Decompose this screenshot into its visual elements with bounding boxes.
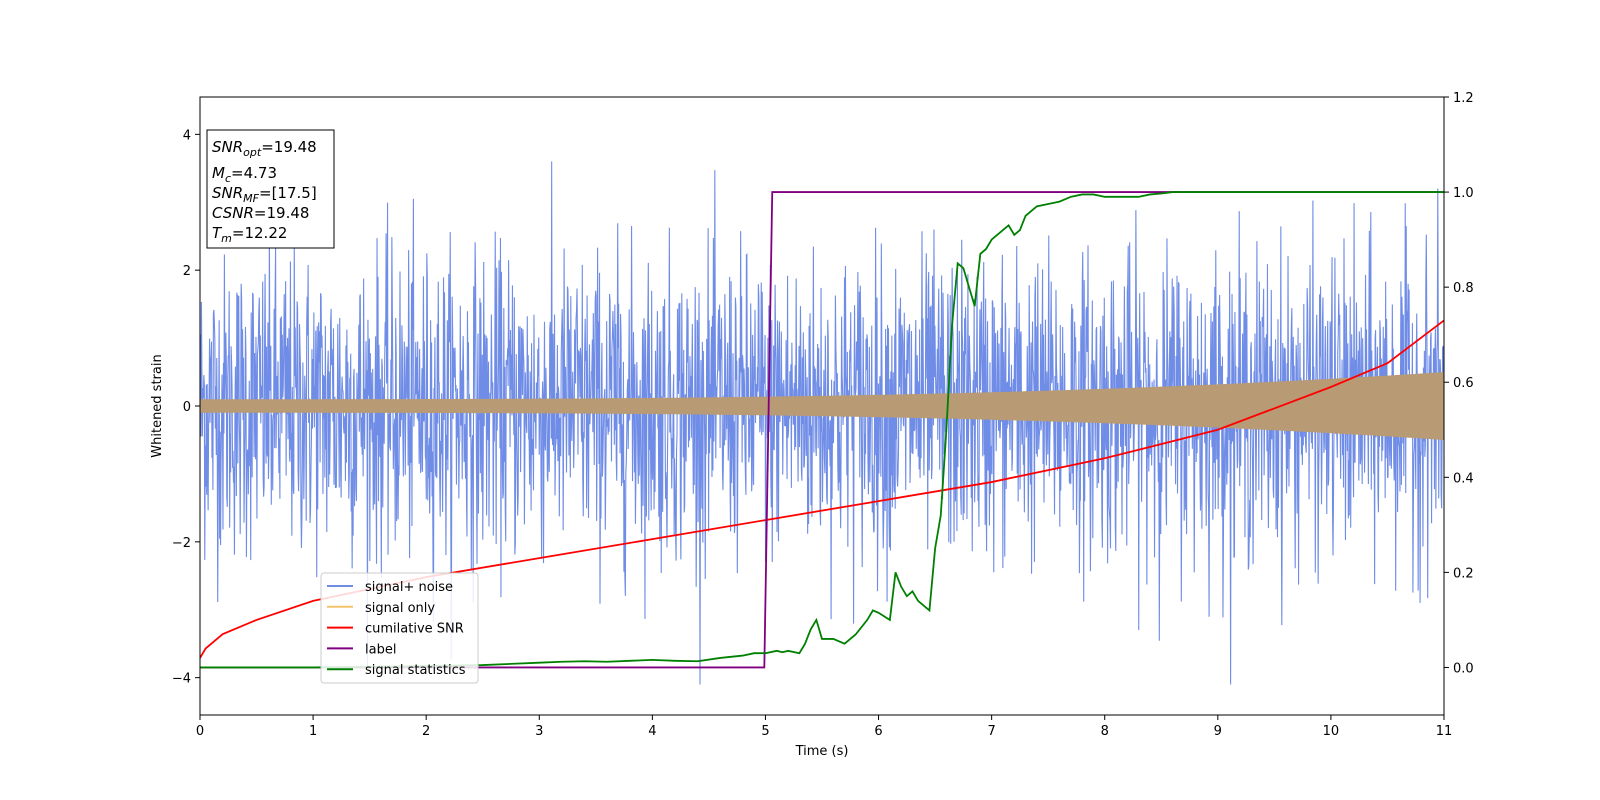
annotation-subscript: c <box>225 172 231 185</box>
x-tick-label: 2 <box>422 724 430 739</box>
series-layer <box>200 161 1444 685</box>
annotation-line: Tm=12.22 <box>212 224 287 245</box>
right-y-tick-label: 0.2 <box>1453 566 1474 581</box>
x-tick-label: 1 <box>309 724 317 739</box>
legend-entry-label: signal+ noise <box>365 580 453 595</box>
annotation-line: CSNR=19.48 <box>212 204 309 222</box>
series-signal-noise <box>200 161 1444 685</box>
annotation-box: SNRopt=19.48Mc=4.73SNRMF=[17.5]CSNR=19.4… <box>206 129 335 249</box>
right-y-tick-label: 0.8 <box>1453 281 1474 296</box>
annotation-subscript: opt <box>243 146 262 159</box>
x-tick-label: 10 <box>1323 724 1340 739</box>
right-y-tick-label: 1.0 <box>1453 186 1474 201</box>
right-y-tick-label: 1.2 <box>1453 91 1474 106</box>
legend-entry-label: signal only <box>365 601 435 616</box>
series-cumulative-snr <box>200 319 1444 659</box>
annotation-frame <box>206 129 335 249</box>
x-tick-label: 6 <box>874 724 882 739</box>
right-y-axis: 0.0 0.2 0.4 0.6 0.8 1.0 1.2 <box>1444 91 1474 676</box>
x-tick-label: 3 <box>535 724 543 739</box>
annotation-line: Mc=4.73 <box>212 164 277 185</box>
annotation-value: =[17.5] <box>259 184 317 202</box>
series-signal-only <box>200 372 1444 440</box>
x-tick-label: 9 <box>1214 724 1222 739</box>
right-y-tick-label: 0.4 <box>1453 471 1474 486</box>
right-y-tick-label: 0.6 <box>1453 376 1474 391</box>
annotation-value: =12.22 <box>232 224 288 242</box>
left-y-tick-label: 0 <box>183 400 191 415</box>
series-signal-statistics <box>200 191 1444 669</box>
annotation-subscript: m <box>221 232 232 245</box>
left-y-tick-label: −2 <box>172 536 191 551</box>
annotation-variable: M <box>212 164 225 182</box>
x-tick-label: 4 <box>648 724 656 739</box>
annotation-value: =19.48 <box>254 204 310 222</box>
x-axis: 0 1 2 3 4 5 6 7 8 9 10 11 <box>196 715 1452 739</box>
x-axis-label: Time (s) <box>795 744 849 759</box>
annotation-variable: T <box>212 224 223 242</box>
left-y-axis: −4 −2 0 2 4 <box>172 128 200 687</box>
annotation-variable: SNR <box>212 138 243 156</box>
legend-entry-label: signal statistics <box>365 663 466 678</box>
legend-frame <box>320 572 479 684</box>
x-tick-label: 8 <box>1101 724 1109 739</box>
series-label <box>200 191 1444 669</box>
y-axis-label: Whitened strain <box>150 354 165 457</box>
annotation-variable: SNR <box>212 184 243 202</box>
legend-entry-label: label <box>365 642 396 657</box>
left-y-tick-label: 4 <box>183 128 191 143</box>
x-tick-label: 11 <box>1436 724 1453 739</box>
left-y-tick-label: −4 <box>172 672 191 687</box>
annotation-line: SNRMF=[17.5] <box>212 184 317 205</box>
annotation-line: SNRopt=19.48 <box>212 138 317 159</box>
legend: signal+ noise signal only cumilative SNR la… <box>320 572 479 684</box>
x-tick-label: 7 <box>987 724 995 739</box>
annotation-value: =19.48 <box>261 138 317 156</box>
annotation-value: =4.73 <box>231 164 277 182</box>
x-tick-label: 5 <box>761 724 769 739</box>
left-y-tick-label: 2 <box>183 264 191 279</box>
legend-entry-label: cumilative SNR <box>365 622 464 637</box>
x-tick-label: 0 <box>196 724 204 739</box>
right-y-tick-label: 0.0 <box>1453 661 1474 676</box>
annotation-variable: CSNR <box>212 204 254 222</box>
annotation-subscript: MF <box>243 192 259 205</box>
